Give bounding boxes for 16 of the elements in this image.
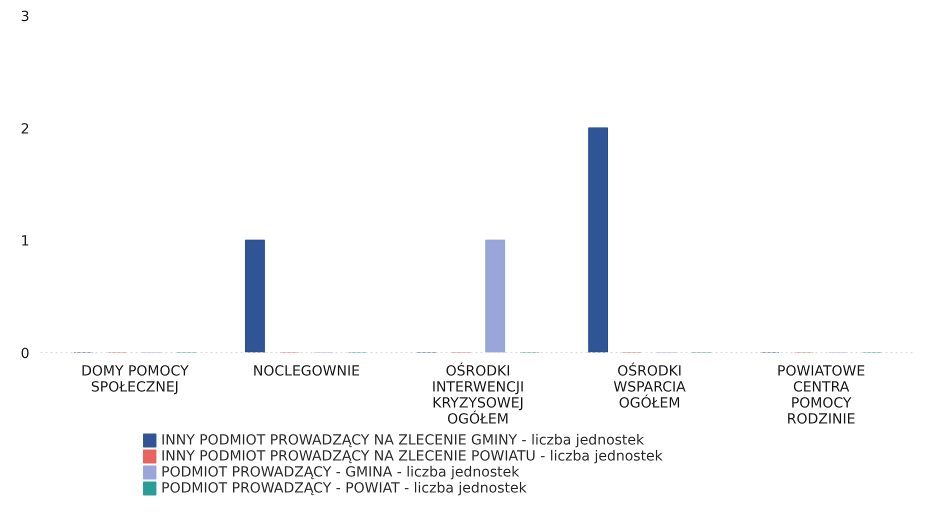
legend-label: PODMIOT PROWADZĄCY - GMINA - liczba jednostek <box>161 464 520 480</box>
x-tick-label: DOMY POMOCY SPOŁECZNEJ <box>81 364 190 396</box>
y-tick-label: 1 <box>20 234 30 250</box>
bar <box>588 127 608 352</box>
bar <box>245 240 265 352</box>
x-tick-label: OŚRODKI INTERWENCJI KRYZYSOWEJ OGÓŁEM <box>432 362 524 428</box>
legend-label: INNY PODMIOT PROWADZĄCY NA ZLECENIE POWIATU - liczba jednostek <box>161 448 664 464</box>
x-tick-label: POWIATOWE CENTRA POMOCY RODZINIE <box>777 364 866 428</box>
y-tick-label: 0 <box>20 346 30 362</box>
legend-label: INNY PODMIOT PROWADZĄCY NA ZLECENIE GMINY - liczba jednostek <box>161 432 646 448</box>
y-tick-label: 3 <box>20 9 30 25</box>
x-tick-label: NOCLEGOWNIE <box>252 364 360 380</box>
legend-label: PODMIOT PROWADZĄCY - POWIAT - liczba jednostek <box>161 480 528 496</box>
bar <box>485 240 506 352</box>
y-tick-label: 2 <box>20 121 30 138</box>
x-tick-label: OŚRODKI WSPARCIA OGÓŁEM <box>613 362 686 412</box>
